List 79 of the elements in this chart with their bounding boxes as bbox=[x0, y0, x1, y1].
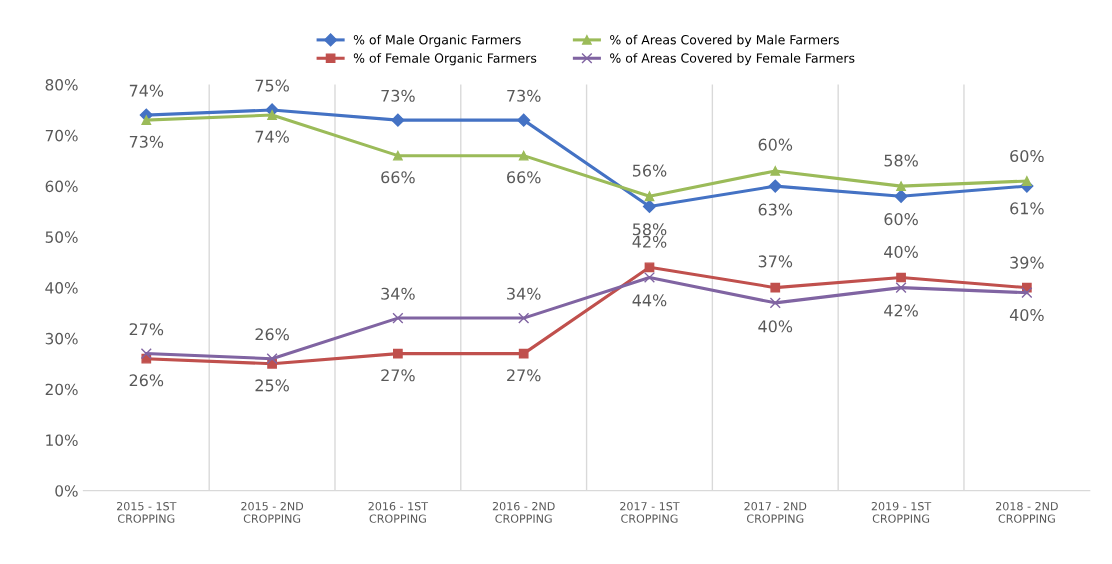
point bbox=[517, 113, 531, 127]
point bbox=[140, 348, 152, 360]
data-label: 40% bbox=[758, 320, 793, 333]
point bbox=[1022, 176, 1032, 186]
data-label: 25% bbox=[255, 379, 289, 392]
data-label: 42% bbox=[884, 304, 918, 317]
y-tick-label: 0% bbox=[55, 485, 78, 497]
data-label: 74% bbox=[129, 84, 164, 97]
data-label: 63% bbox=[758, 203, 793, 216]
data-label: 73% bbox=[129, 135, 164, 148]
data-label: 61% bbox=[1010, 202, 1044, 215]
point bbox=[895, 282, 907, 294]
point bbox=[1021, 287, 1033, 299]
data-label: 56% bbox=[632, 164, 667, 177]
data-label: 44% bbox=[632, 294, 667, 307]
x-tick-label: 2015 - 1ST CROPPING bbox=[116, 501, 177, 523]
point bbox=[643, 271, 656, 284]
x-tick-label: 2019 - 1ST CROPPING bbox=[871, 501, 932, 523]
x-tick-label: 2017 - 1ST CROPPING bbox=[620, 501, 680, 523]
point bbox=[644, 262, 655, 273]
data-label: 66% bbox=[507, 171, 541, 184]
x-tick-label: 2015 - 2ND CROPPING bbox=[241, 501, 304, 523]
data-label: 26% bbox=[129, 374, 164, 387]
point bbox=[267, 110, 277, 120]
legend-label: % of Female Organic Farmers bbox=[353, 53, 537, 66]
legend-label: % of Areas Covered by Female Farmers bbox=[610, 53, 855, 66]
data-label: 73% bbox=[381, 89, 415, 102]
data-label: 60% bbox=[884, 213, 918, 226]
point bbox=[518, 150, 529, 161]
point bbox=[642, 199, 657, 214]
data-label: 27% bbox=[129, 323, 164, 336]
legend-label: % of Areas Covered by Male Farmers bbox=[610, 34, 839, 47]
legend-label: % of Male Organic Farmers bbox=[353, 34, 521, 47]
point bbox=[392, 312, 404, 324]
y-tick-label: 20% bbox=[45, 383, 78, 396]
data-label: 42% bbox=[632, 235, 667, 248]
y-tick-label: 50% bbox=[45, 231, 78, 243]
point bbox=[266, 353, 278, 365]
data-label: 34% bbox=[507, 287, 541, 300]
data-label: 34% bbox=[381, 287, 415, 300]
x-tick-label: 2018 - 2ND CROPPING bbox=[996, 501, 1058, 523]
point bbox=[518, 312, 530, 324]
data-label: 58% bbox=[632, 223, 667, 236]
point bbox=[769, 297, 781, 309]
point bbox=[141, 115, 152, 125]
point bbox=[518, 348, 529, 359]
data-label: 40% bbox=[884, 245, 918, 258]
y-tick-label: 10% bbox=[46, 434, 78, 446]
y-tick-label: 30% bbox=[45, 332, 78, 345]
point bbox=[393, 348, 403, 359]
data-label: 74% bbox=[255, 130, 289, 143]
x-tick-label: 2017 - 2ND CROPPING bbox=[744, 501, 807, 523]
point bbox=[393, 150, 403, 161]
x-tick-label: 2016 - 2ND CROPPING bbox=[492, 501, 555, 523]
point bbox=[896, 272, 906, 283]
data-label: 39% bbox=[1010, 256, 1044, 269]
data-label: 58% bbox=[884, 154, 918, 167]
data-label: 60% bbox=[758, 138, 793, 151]
point bbox=[896, 181, 906, 191]
data-label: 27% bbox=[381, 369, 415, 382]
data-label: 40% bbox=[1009, 308, 1044, 321]
y-tick-label: 60% bbox=[45, 180, 78, 193]
data-label: 60% bbox=[1010, 149, 1044, 163]
point bbox=[644, 191, 655, 202]
data-label: 66% bbox=[381, 171, 415, 184]
data-label: 37% bbox=[758, 255, 793, 268]
point bbox=[770, 282, 781, 293]
data-label: 73% bbox=[507, 89, 541, 102]
point bbox=[894, 189, 908, 203]
y-tick-label: 80% bbox=[45, 79, 78, 91]
point bbox=[770, 166, 781, 176]
y-tick-label: 40% bbox=[45, 282, 78, 294]
data-label: 26% bbox=[255, 328, 289, 341]
point bbox=[391, 113, 405, 127]
data-label: 75% bbox=[255, 79, 289, 92]
data-label: 27% bbox=[507, 369, 541, 382]
x-tick-label: 2016 - 1ST CROPPING bbox=[368, 501, 429, 523]
point bbox=[768, 179, 782, 193]
y-tick-label: 70% bbox=[45, 129, 78, 142]
